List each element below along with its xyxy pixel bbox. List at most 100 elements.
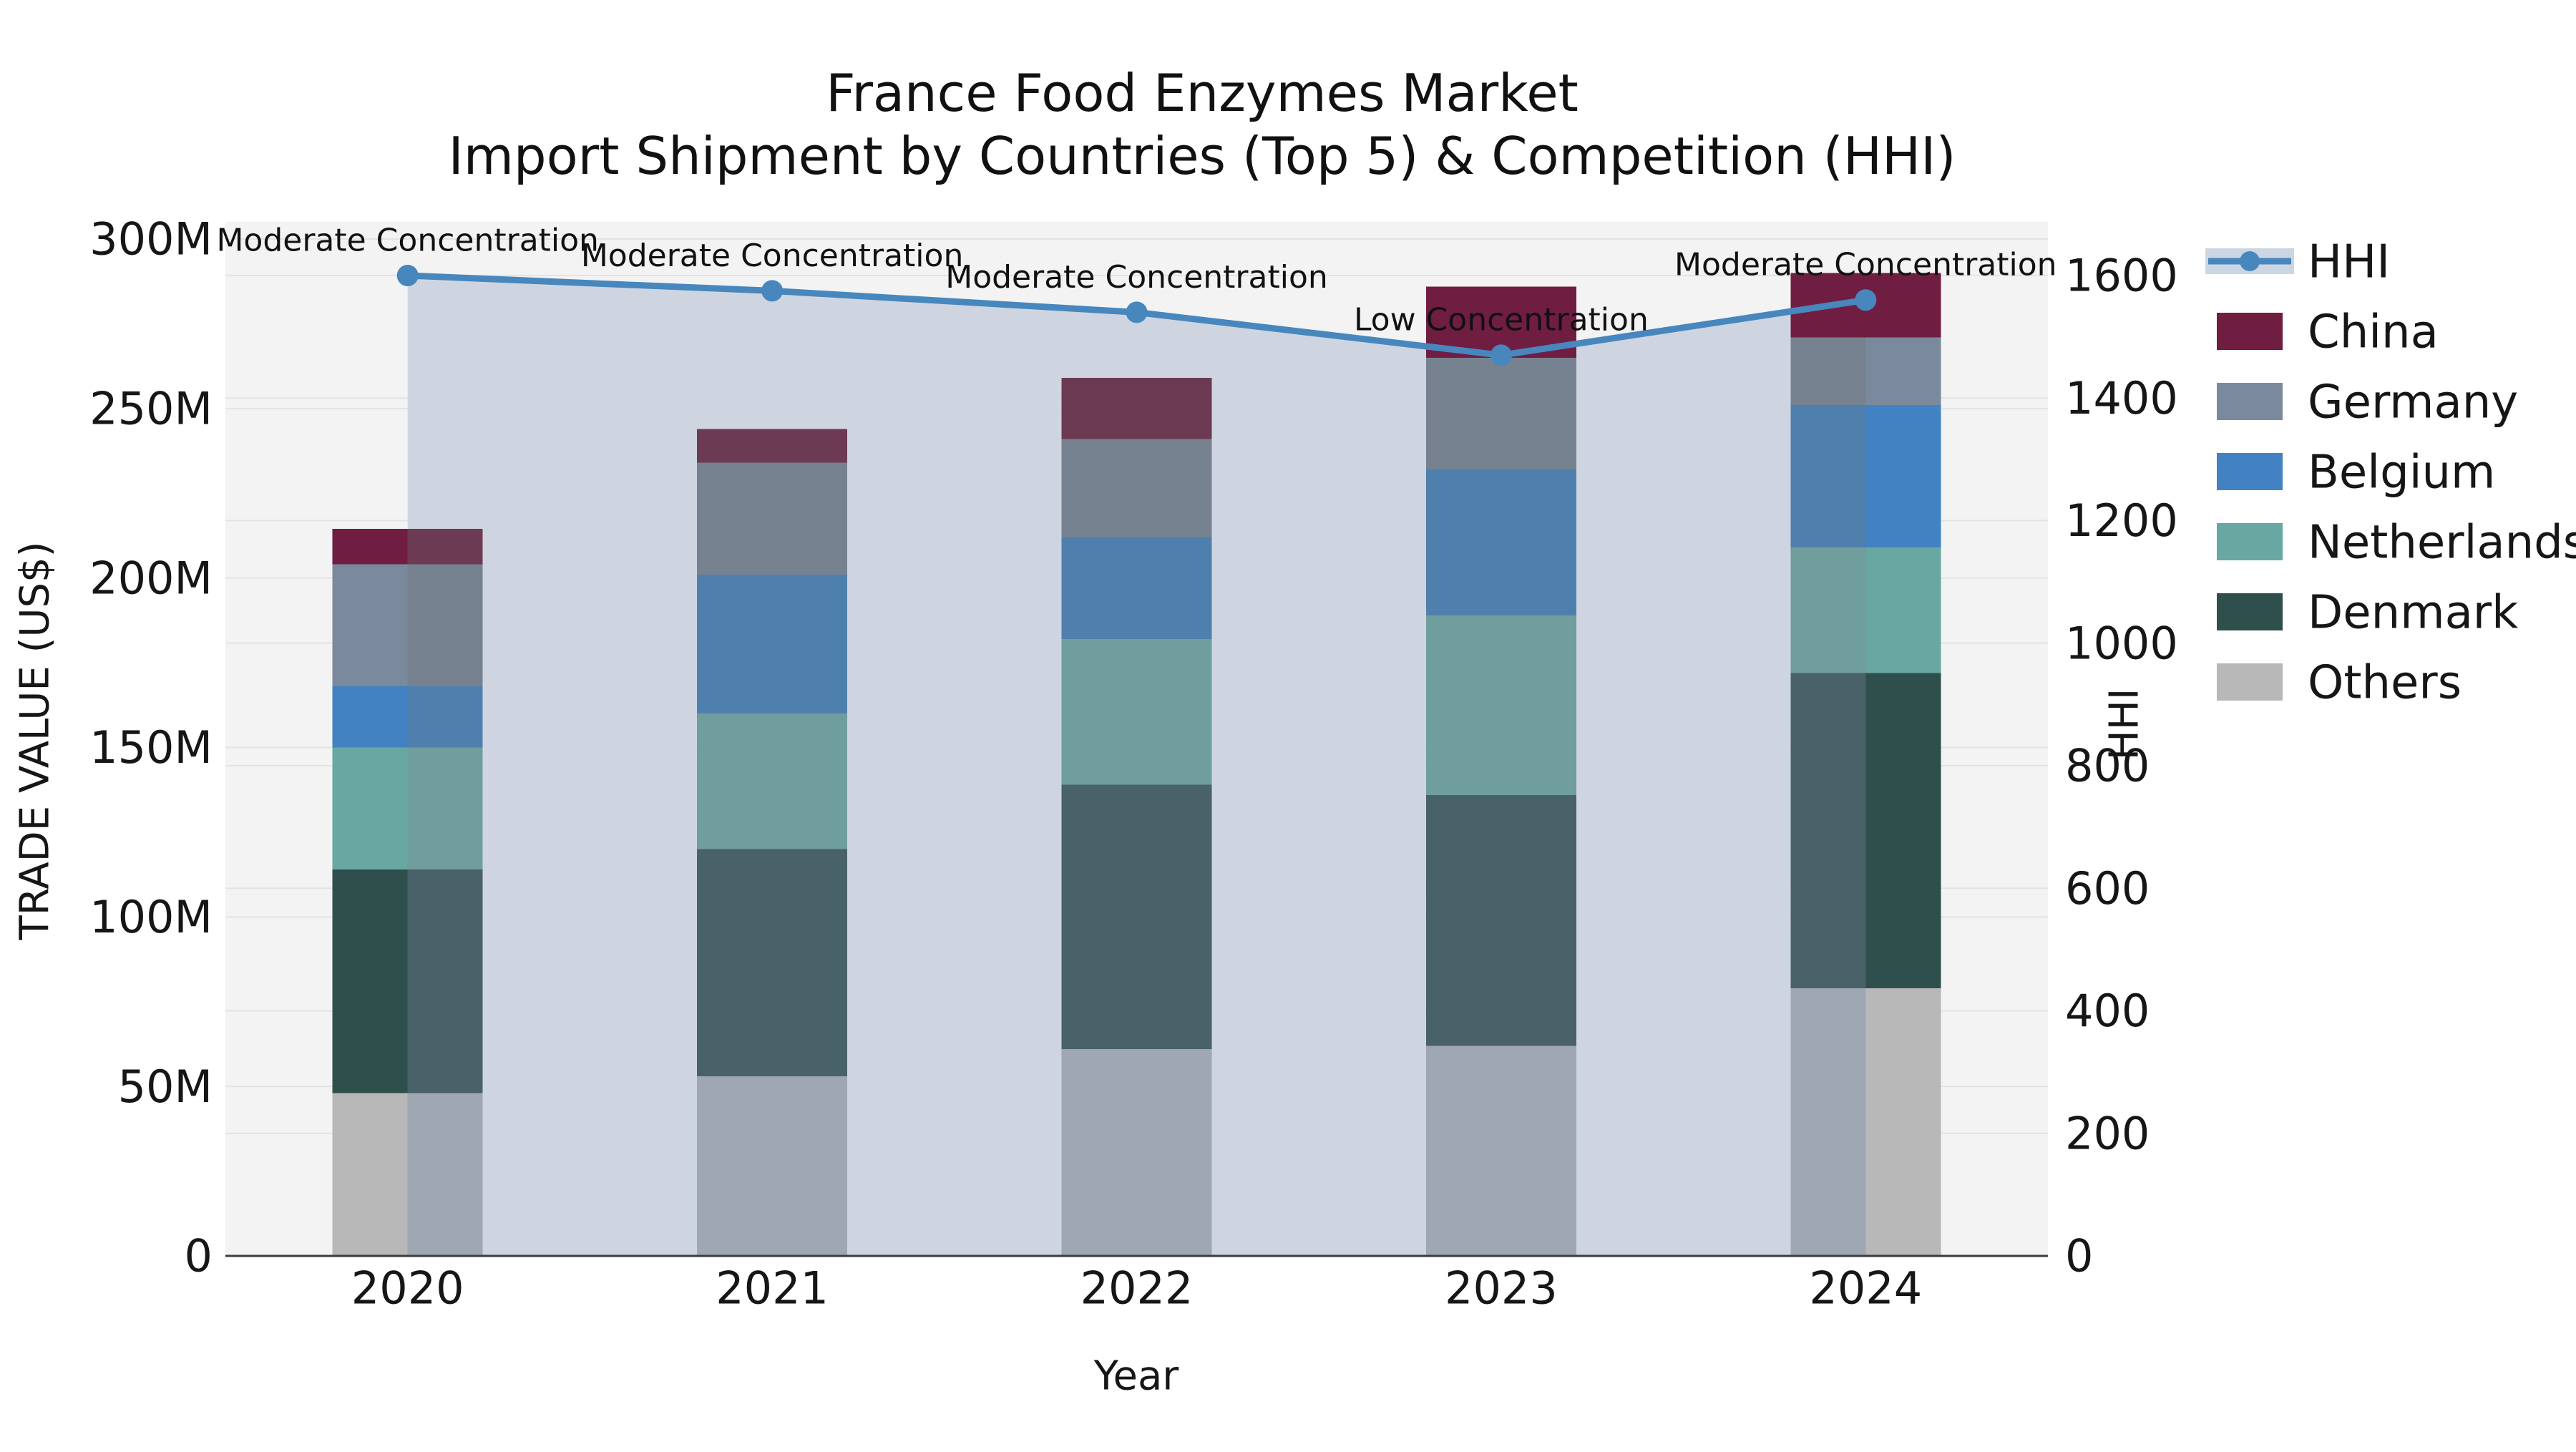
- bar-segment-china-2022: [1061, 378, 1137, 439]
- bar-segment-denmark-2022: [1136, 784, 1212, 1050]
- legend-item-denmark: [2217, 593, 2283, 630]
- bar-segment-netherlands-2023: [1501, 615, 1576, 795]
- y-right-tick-label: 0: [2065, 1230, 2093, 1282]
- hhi-marker-2020: [396, 265, 419, 286]
- bar-segment-others-2023: [1425, 1046, 1501, 1256]
- annotation-label: Low Concentration: [1354, 302, 1649, 338]
- bar-segment-germany-2020: [332, 564, 408, 687]
- bar-segment-germany-2020: [407, 564, 483, 687]
- bar-segment-others-2024: [1790, 988, 1866, 1256]
- y-left-tick-label: 100M: [89, 891, 213, 943]
- bar-segment-belgium-2021: [697, 574, 773, 714]
- bar-segment-belgium-2021: [772, 574, 848, 714]
- bar-segment-denmark-2020: [407, 869, 483, 1093]
- annotation-label: Moderate Concentration: [216, 222, 599, 258]
- legend-swatch-others: [2217, 663, 2283, 701]
- bar-segment-netherlands-2021: [697, 713, 773, 849]
- y-right-tick-label: 800: [2065, 740, 2150, 792]
- bar-segment-belgium-2024: [1790, 405, 1866, 548]
- bar-segment-netherlands-2024: [1865, 547, 1941, 673]
- y-right-tick-label: 1000: [2065, 617, 2178, 669]
- bar-segment-netherlands-2020: [407, 747, 483, 870]
- annotation-label: Moderate Concentration: [581, 238, 964, 274]
- y-left-tick-label: 250M: [89, 383, 213, 435]
- legend-label-others: Others: [2308, 656, 2462, 709]
- bar-segment-china-2022: [1136, 378, 1212, 439]
- bar-segment-germany-2024: [1790, 337, 1866, 406]
- legend-swatch-germany: [2217, 383, 2283, 420]
- legend-item-china: [2217, 313, 2283, 350]
- bar-segment-denmark-2022: [1061, 784, 1137, 1050]
- bar-segment-china-2024: [1865, 273, 1941, 338]
- bar-segment-denmark-2023: [1501, 794, 1576, 1046]
- y-right-tick-label: 200: [2065, 1107, 2150, 1159]
- bar-segment-netherlands-2022: [1136, 638, 1212, 785]
- bar-segment-germany-2023: [1501, 357, 1576, 470]
- bar-segment-others-2021: [772, 1076, 848, 1256]
- bar-segment-denmark-2020: [332, 869, 408, 1093]
- legend-hhi-marker-icon: [2240, 251, 2260, 271]
- x-tick-label: 2020: [351, 1262, 464, 1315]
- legend-label-china: China: [2308, 306, 2439, 359]
- hhi-marker-2024: [1855, 289, 1877, 311]
- legend-item-hhi: [2205, 248, 2294, 274]
- bar-segment-china-2020: [407, 528, 483, 565]
- bar-segment-germany-2022: [1136, 439, 1212, 537]
- legend-label-hhi: HHI: [2308, 235, 2390, 288]
- bar-segment-germany-2024: [1865, 337, 1941, 406]
- bar-segment-others-2023: [1501, 1046, 1576, 1256]
- y-left-tick-label: 150M: [89, 721, 213, 774]
- bar-segment-others-2022: [1136, 1049, 1212, 1256]
- y-left-tick-label: 200M: [89, 552, 213, 604]
- legend-item-others: [2217, 663, 2283, 701]
- y-left-tick-label: 0: [185, 1230, 213, 1282]
- bar-segment-germany-2022: [1061, 439, 1137, 537]
- bar-segment-others-2024: [1865, 988, 1941, 1256]
- bar-segment-netherlands-2024: [1790, 547, 1866, 673]
- legend: [2205, 248, 2294, 701]
- legend-swatch-netherlands: [2217, 523, 2283, 560]
- y-right-tick-label: 1400: [2065, 372, 2178, 424]
- bar-segment-china-2020: [332, 528, 408, 565]
- legend-swatch-belgium: [2217, 453, 2283, 490]
- x-tick-label: 2022: [1080, 1262, 1194, 1315]
- legend-item-belgium: [2217, 453, 2283, 490]
- hhi-marker-2022: [1126, 301, 1148, 323]
- legend-swatch-china: [2217, 313, 2283, 350]
- hhi-marker-2021: [761, 280, 784, 302]
- bar-segment-others-2020: [332, 1093, 408, 1256]
- bar-segment-netherlands-2022: [1061, 638, 1137, 785]
- y-right-tick-label: 1600: [2065, 250, 2178, 302]
- legend-item-germany: [2217, 383, 2283, 420]
- x-axis-title: Year: [1093, 1353, 1180, 1400]
- bar-segment-others-2020: [407, 1093, 483, 1256]
- bar-segment-germany-2021: [697, 462, 773, 575]
- legend-label-netherlands: Netherlands: [2308, 516, 2576, 569]
- y-right-tick-label: 1200: [2065, 494, 2178, 547]
- x-tick-label: 2024: [1809, 1262, 1922, 1315]
- bar-segment-denmark-2021: [772, 849, 848, 1076]
- bar-segment-denmark-2024: [1790, 673, 1866, 988]
- x-tick-label: 2023: [1445, 1262, 1558, 1315]
- bar-segment-belgium-2020: [407, 686, 483, 748]
- bar-segment-denmark-2023: [1425, 794, 1501, 1046]
- bar-segment-belgium-2024: [1865, 405, 1941, 548]
- annotation-label: Moderate Concentration: [945, 259, 1328, 296]
- bar-segment-belgium-2022: [1061, 537, 1137, 639]
- y-right-axis-title: HHI: [2102, 688, 2148, 761]
- bar-segment-belgium-2022: [1136, 537, 1212, 639]
- hhi-marker-2023: [1490, 344, 1512, 366]
- bar-segment-netherlands-2021: [772, 713, 848, 849]
- legend-label-belgium: Belgium: [2308, 446, 2495, 499]
- bar-segment-germany-2021: [772, 462, 848, 575]
- bar-segment-china-2021: [772, 429, 848, 463]
- legend-label-germany: Germany: [2308, 376, 2518, 429]
- bar-segment-denmark-2021: [697, 849, 773, 1076]
- bar-segment-germany-2023: [1425, 357, 1501, 470]
- bar-segment-netherlands-2023: [1425, 615, 1501, 795]
- y-left-axis-title: TRADE VALUE (US$): [12, 542, 59, 941]
- bar-segment-denmark-2024: [1865, 673, 1941, 988]
- legend-swatch-denmark: [2217, 593, 2283, 630]
